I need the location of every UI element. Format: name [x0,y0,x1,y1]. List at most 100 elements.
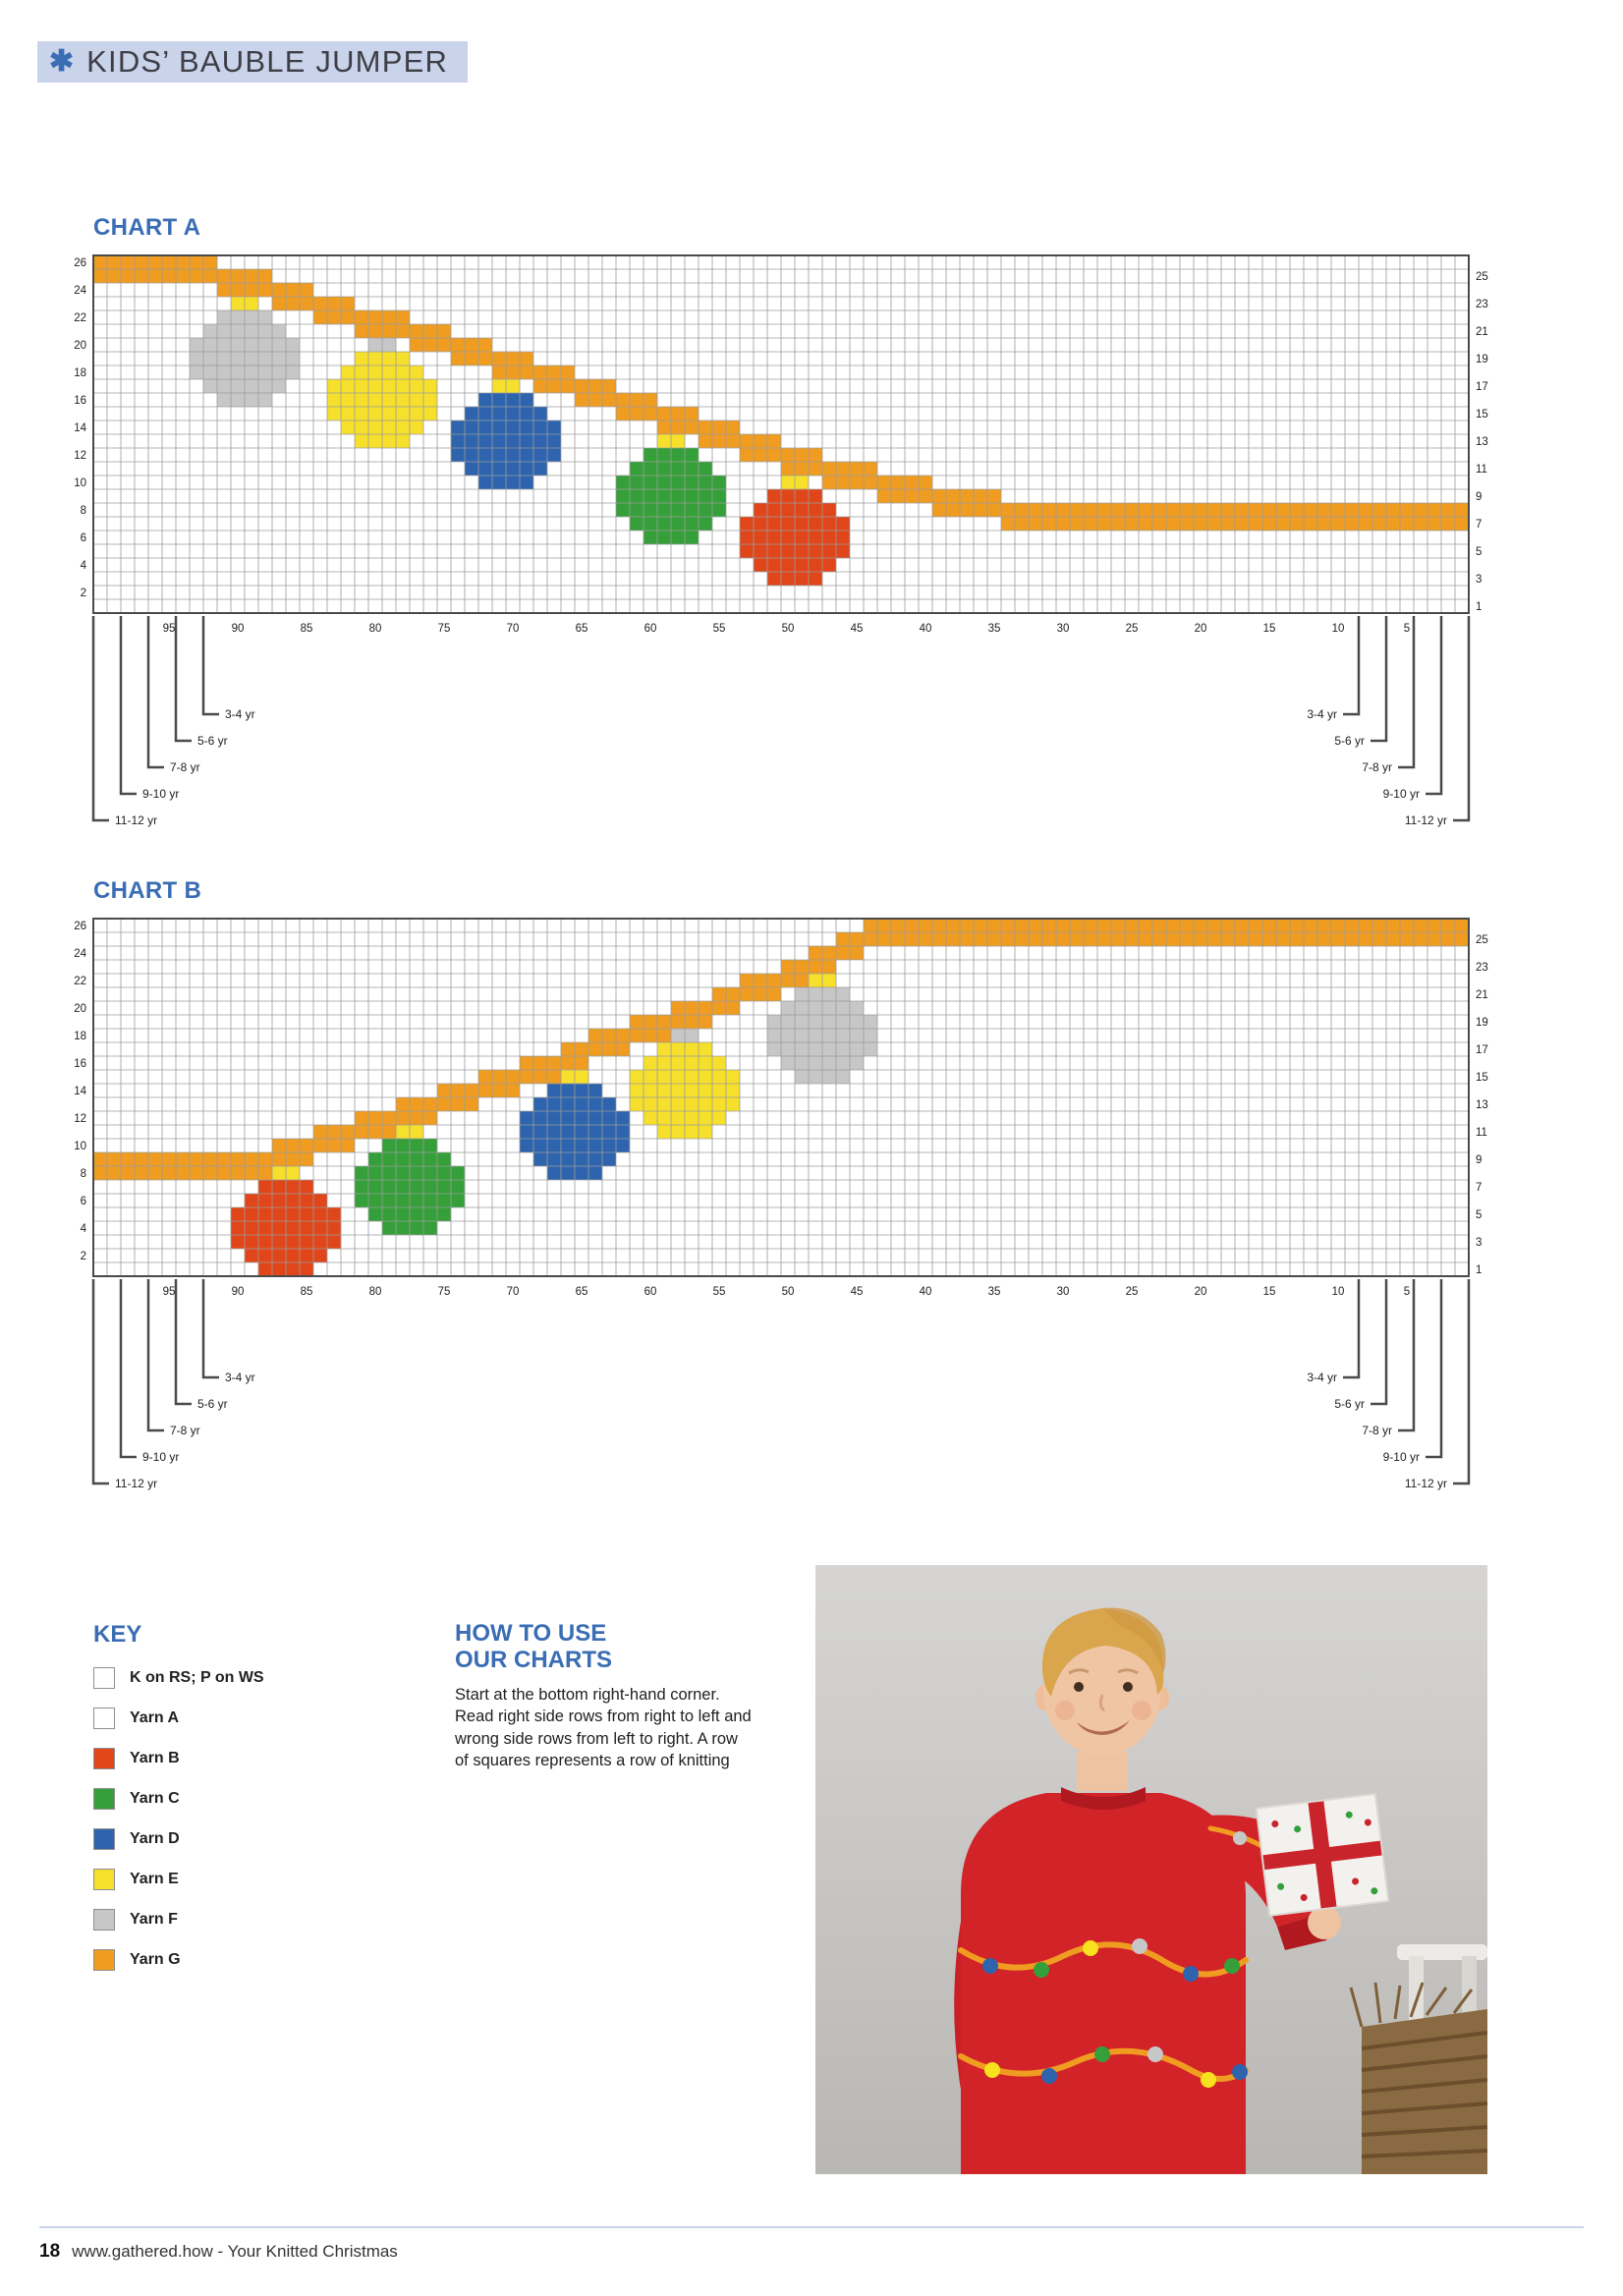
yarn-swatch [93,1667,115,1689]
svg-text:12: 12 [74,450,86,462]
svg-text:7-8 yr: 7-8 yr [170,1424,200,1437]
svg-text:11-12 yr: 11-12 yr [1405,1477,1447,1490]
yarn-swatch [93,1949,115,1971]
key-item: Yarn G [93,1949,388,1971]
svg-text:24: 24 [74,285,86,297]
svg-text:15: 15 [1476,1072,1488,1084]
svg-text:35: 35 [988,623,1001,635]
svg-text:80: 80 [369,1286,382,1298]
svg-text:4: 4 [81,1223,87,1235]
svg-text:55: 55 [713,1286,726,1298]
svg-text:85: 85 [301,623,313,635]
svg-text:9-10 yr: 9-10 yr [142,1450,179,1464]
svg-text:3-4 yr: 3-4 yr [225,707,255,721]
svg-text:6: 6 [81,1196,86,1207]
gift-box [1255,1792,1390,1918]
svg-text:13: 13 [1476,1099,1488,1111]
svg-text:26: 26 [74,257,86,269]
svg-text:21: 21 [1476,989,1488,1001]
key-item-label: K on RS; P on WS [130,1669,264,1686]
svg-text:7-8 yr: 7-8 yr [1362,1424,1392,1437]
page-title: KIDS’ BAUBLE JUMPER [86,44,449,79]
svg-text:3: 3 [1476,1237,1482,1249]
svg-text:10: 10 [74,1141,86,1152]
yarn-swatch [93,1708,115,1729]
svg-text:8: 8 [81,1168,86,1180]
key-item: Yarn D [93,1828,388,1850]
svg-text:70: 70 [507,1286,520,1298]
svg-text:18: 18 [74,1031,86,1042]
page-number: 18 [39,2241,61,2262]
svg-text:1: 1 [1476,601,1482,613]
header-highlight: ✱ KIDS’ BAUBLE JUMPER [37,41,469,83]
svg-text:24: 24 [74,948,86,960]
svg-text:15: 15 [1263,623,1276,635]
key-item-label: Yarn D [130,1830,180,1847]
svg-text:30: 30 [1057,623,1070,635]
page-header: ✱ KIDS’ BAUBLE JUMPER [37,41,469,83]
svg-text:85: 85 [301,1286,313,1298]
chart-a-canvas: 2624222018161412108642252321191715131197… [74,254,1488,827]
svg-text:22: 22 [74,312,86,324]
svg-text:25: 25 [1126,623,1139,635]
svg-text:15: 15 [1263,1286,1276,1298]
svg-text:18: 18 [74,367,86,379]
svg-text:14: 14 [74,422,86,434]
svg-text:40: 40 [920,1286,932,1298]
key-item: Yarn F [93,1909,388,1931]
svg-text:70: 70 [507,623,520,635]
svg-text:20: 20 [74,1003,86,1015]
svg-text:26: 26 [74,921,86,932]
svg-text:11: 11 [1476,1127,1487,1139]
key-item-label: Yarn B [130,1750,180,1766]
svg-text:20: 20 [74,340,86,352]
yarn-swatch [93,1788,115,1810]
key-item: Yarn A [93,1708,388,1729]
svg-text:23: 23 [1476,299,1488,310]
svg-text:17: 17 [1476,1044,1488,1056]
svg-text:35: 35 [988,1286,1001,1298]
yarn-swatch [93,1909,115,1931]
svg-text:21: 21 [1476,326,1488,338]
svg-text:25: 25 [1476,934,1488,946]
svg-text:22: 22 [74,976,86,987]
svg-text:11: 11 [1476,464,1487,476]
svg-text:9-10 yr: 9-10 yr [1383,787,1420,801]
how-to-use-body: Start at the bottom right-hand corner. R… [455,1685,752,1770]
chart-b-section: CHART B 26 24 22 20 18 16 14 12 10 8 6 4 2 25 23 21 19 17… [54,877,1512,1512]
svg-text:7: 7 [1476,1182,1482,1194]
key-item: K on RS; P on WS [93,1667,388,1689]
yarn-swatch [93,1828,115,1850]
key-item-label: Yarn A [130,1709,180,1726]
svg-text:2: 2 [81,1251,86,1262]
svg-text:3-4 yr: 3-4 yr [1307,1371,1337,1384]
svg-text:4: 4 [81,560,87,572]
svg-text:19: 19 [1476,354,1488,365]
wicker-basket [1349,1982,1487,2174]
svg-text:12: 12 [74,1113,86,1125]
yarn-swatch [93,1748,115,1769]
svg-text:5: 5 [1476,546,1482,558]
svg-text:25: 25 [1476,271,1488,283]
key-item-label: Yarn F [130,1911,178,1928]
svg-text:5-6 yr: 5-6 yr [197,1397,228,1411]
svg-text:15: 15 [1476,409,1488,420]
key-heading: KEY [93,1621,142,1648]
svg-text:65: 65 [576,623,588,635]
svg-text:95: 95 [163,623,176,635]
how-to-use-heading: HOW TO USE OUR CHARTS [455,1620,779,1674]
svg-text:60: 60 [644,623,657,635]
svg-text:3: 3 [1476,574,1482,586]
svg-text:90: 90 [232,1286,245,1298]
svg-text:14: 14 [74,1086,86,1097]
svg-text:5-6 yr: 5-6 yr [197,734,228,748]
chart-a-heading: CHART A [93,214,201,241]
svg-text:7: 7 [1476,519,1482,531]
svg-text:45: 45 [851,1286,864,1298]
svg-text:5: 5 [1476,1209,1482,1221]
svg-text:3-4 yr: 3-4 yr [225,1371,255,1384]
key-item-label: Yarn C [130,1790,180,1807]
chart-b-heading: CHART B [93,877,202,904]
svg-text:20: 20 [1195,623,1207,635]
